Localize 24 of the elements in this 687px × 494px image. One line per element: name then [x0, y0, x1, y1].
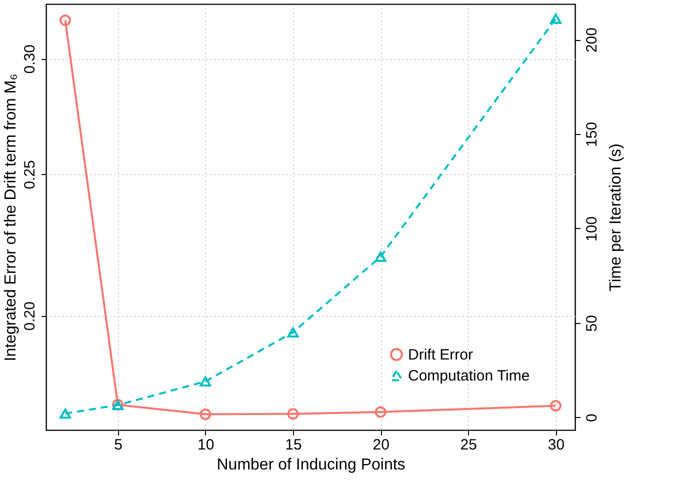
y2-tick-label: 0 — [584, 414, 600, 422]
y2-tick-label: 200 — [584, 28, 600, 53]
y2-tick-label: 150 — [584, 122, 600, 147]
y2-tick-label: 100 — [584, 216, 600, 242]
x-tick-label: 5 — [114, 436, 122, 454]
y2-axis-title: Time per Iteration (s) — [608, 144, 624, 292]
x-tick-label: 30 — [548, 436, 565, 454]
y-tick-label: 0.30 — [22, 44, 38, 74]
point — [200, 408, 212, 420]
point — [60, 14, 72, 26]
point — [287, 408, 299, 420]
x-tick-label: 10 — [198, 436, 214, 454]
point — [374, 406, 386, 418]
y2-tick-label: 50 — [584, 315, 600, 332]
x-tick-label: 15 — [285, 436, 302, 454]
legend-label: Computation Time — [408, 368, 530, 384]
x-tick-label: 25 — [460, 436, 477, 454]
point — [550, 400, 562, 412]
legend-label: Drift Error — [408, 346, 473, 364]
y-tick-label: 0.25 — [22, 160, 38, 190]
x-axis-title: Number of Inducing Points — [216, 456, 406, 474]
x-tick-label: 20 — [372, 436, 390, 454]
y-tick-label: 0.20 — [22, 302, 38, 331]
y-axis-title: Integrated Error of the Drift term from M₆ — [2, 74, 20, 362]
